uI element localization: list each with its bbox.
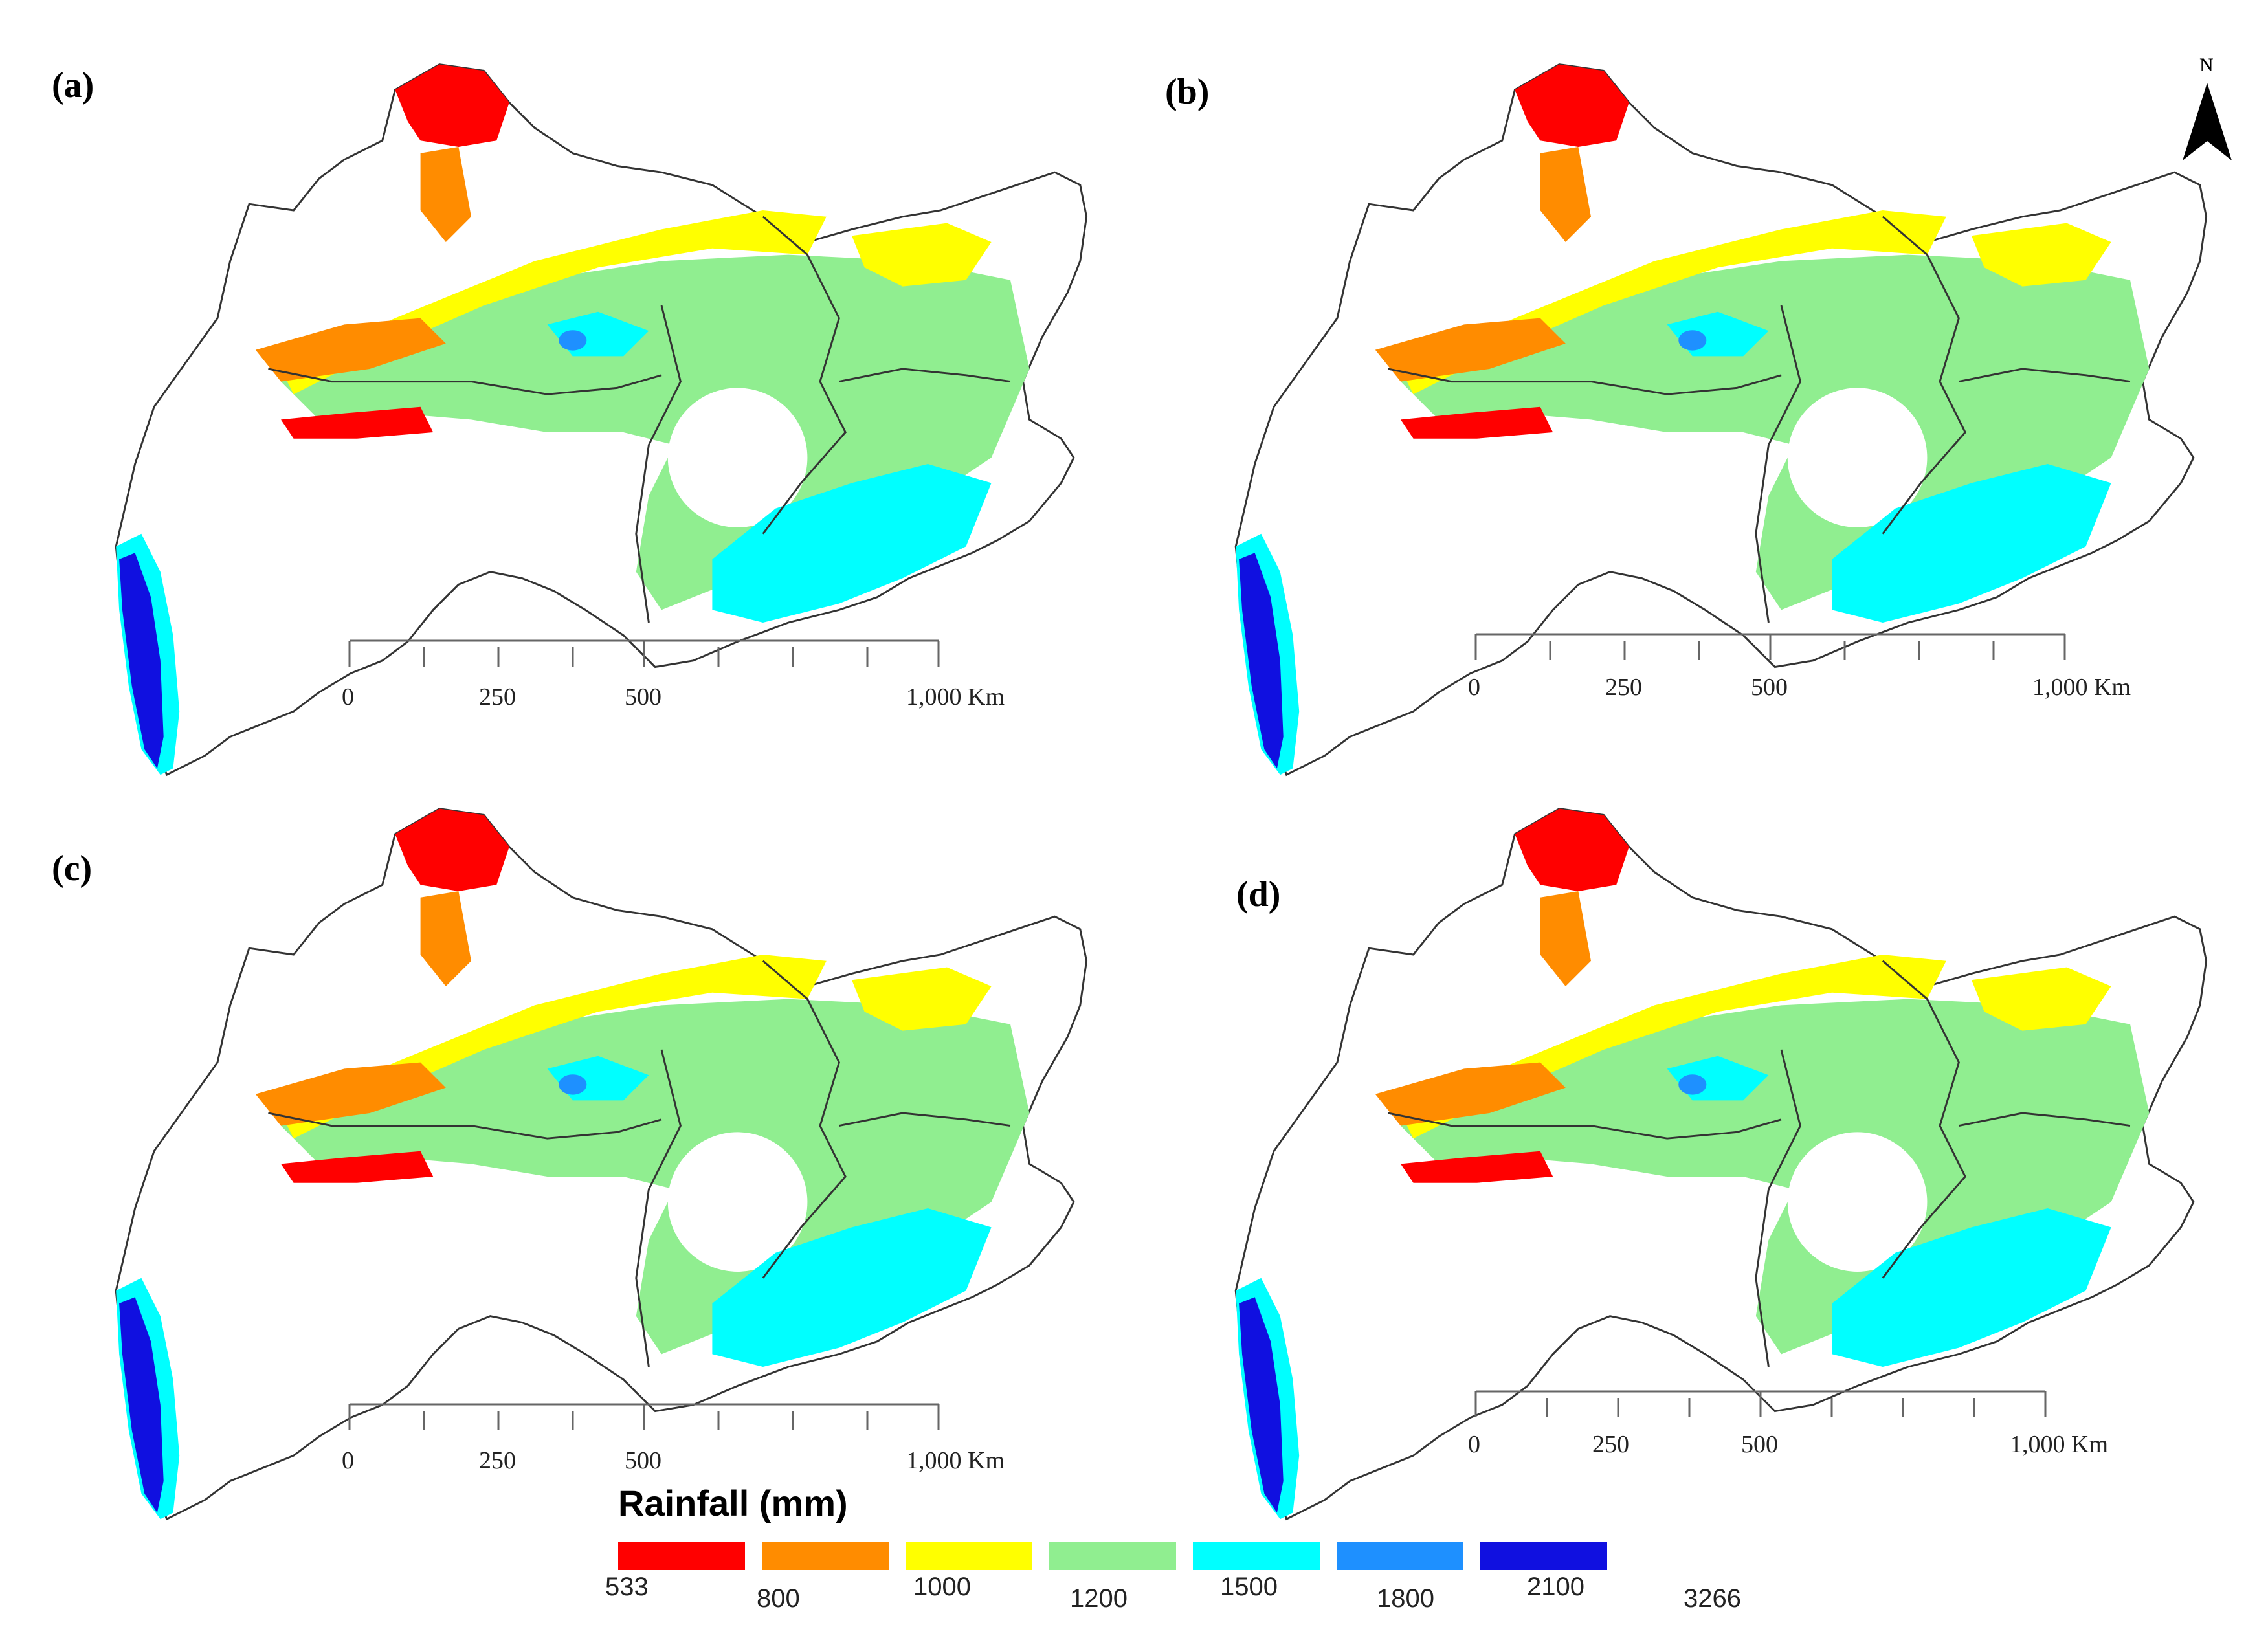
scale-b-0: 0 xyxy=(1468,674,1480,701)
scale-d-0: 0 xyxy=(1468,1431,1480,1458)
legend-break-4: 1500 xyxy=(1220,1573,1278,1601)
legend-title: Rainfall (mm) xyxy=(618,1483,848,1523)
scale-d-250: 250 xyxy=(1592,1431,1629,1458)
legend-swatch-4 xyxy=(1193,1542,1320,1570)
panel-label-a: (a) xyxy=(52,65,94,105)
legend-break-7: 3266 xyxy=(1684,1584,1741,1613)
scale-b-500: 500 xyxy=(1751,674,1788,701)
map-panel-a xyxy=(116,65,1086,775)
scale-b-1000: 1,000 Km xyxy=(2032,674,2131,701)
legend-swatch-1 xyxy=(762,1542,889,1570)
legend-swatch-5 xyxy=(1337,1542,1463,1570)
legend-swatch-2 xyxy=(906,1542,1032,1570)
scale-d-1000: 1,000 Km xyxy=(2010,1431,2108,1458)
panel-label-c: (c) xyxy=(52,848,93,889)
scale-a-500: 500 xyxy=(625,683,662,711)
north-label: N xyxy=(2199,54,2214,76)
scale-c-0: 0 xyxy=(342,1447,354,1474)
scale-bar-a xyxy=(348,639,940,667)
legend-break-6: 2100 xyxy=(1527,1573,1584,1601)
map-panel-c xyxy=(116,809,1086,1520)
legend-swatch-0 xyxy=(618,1542,745,1570)
legend-swatch-3 xyxy=(1049,1542,1176,1570)
scale-a-0: 0 xyxy=(342,683,354,711)
legend-break-1: 800 xyxy=(757,1584,800,1613)
scale-c-500: 500 xyxy=(625,1447,662,1474)
panel-label-b: (b) xyxy=(1165,72,1210,112)
scale-c-250: 250 xyxy=(479,1447,516,1474)
scale-bar-d xyxy=(1474,1390,2047,1417)
legend-swatch-6 xyxy=(1480,1542,1607,1570)
scale-b-250: 250 xyxy=(1605,674,1642,701)
panel-label-d: (d) xyxy=(1236,874,1281,914)
scale-c-1000: 1,000 Km xyxy=(906,1447,1005,1474)
scale-bar-b xyxy=(1474,633,2066,660)
scale-bar-c xyxy=(348,1403,940,1430)
legend-break-3: 1200 xyxy=(1070,1584,1128,1613)
north-arrow-icon xyxy=(2183,83,2232,160)
map-panel-b xyxy=(1236,65,2206,775)
map-panel-d xyxy=(1236,809,2206,1520)
scale-a-250: 250 xyxy=(479,683,516,711)
legend-break-5: 1800 xyxy=(1377,1584,1434,1613)
scale-d-500: 500 xyxy=(1741,1431,1778,1458)
legend-break-0: 533 xyxy=(605,1573,649,1601)
scale-a-1000: 1,000 Km xyxy=(906,683,1005,711)
legend-break-2: 1000 xyxy=(913,1573,971,1601)
